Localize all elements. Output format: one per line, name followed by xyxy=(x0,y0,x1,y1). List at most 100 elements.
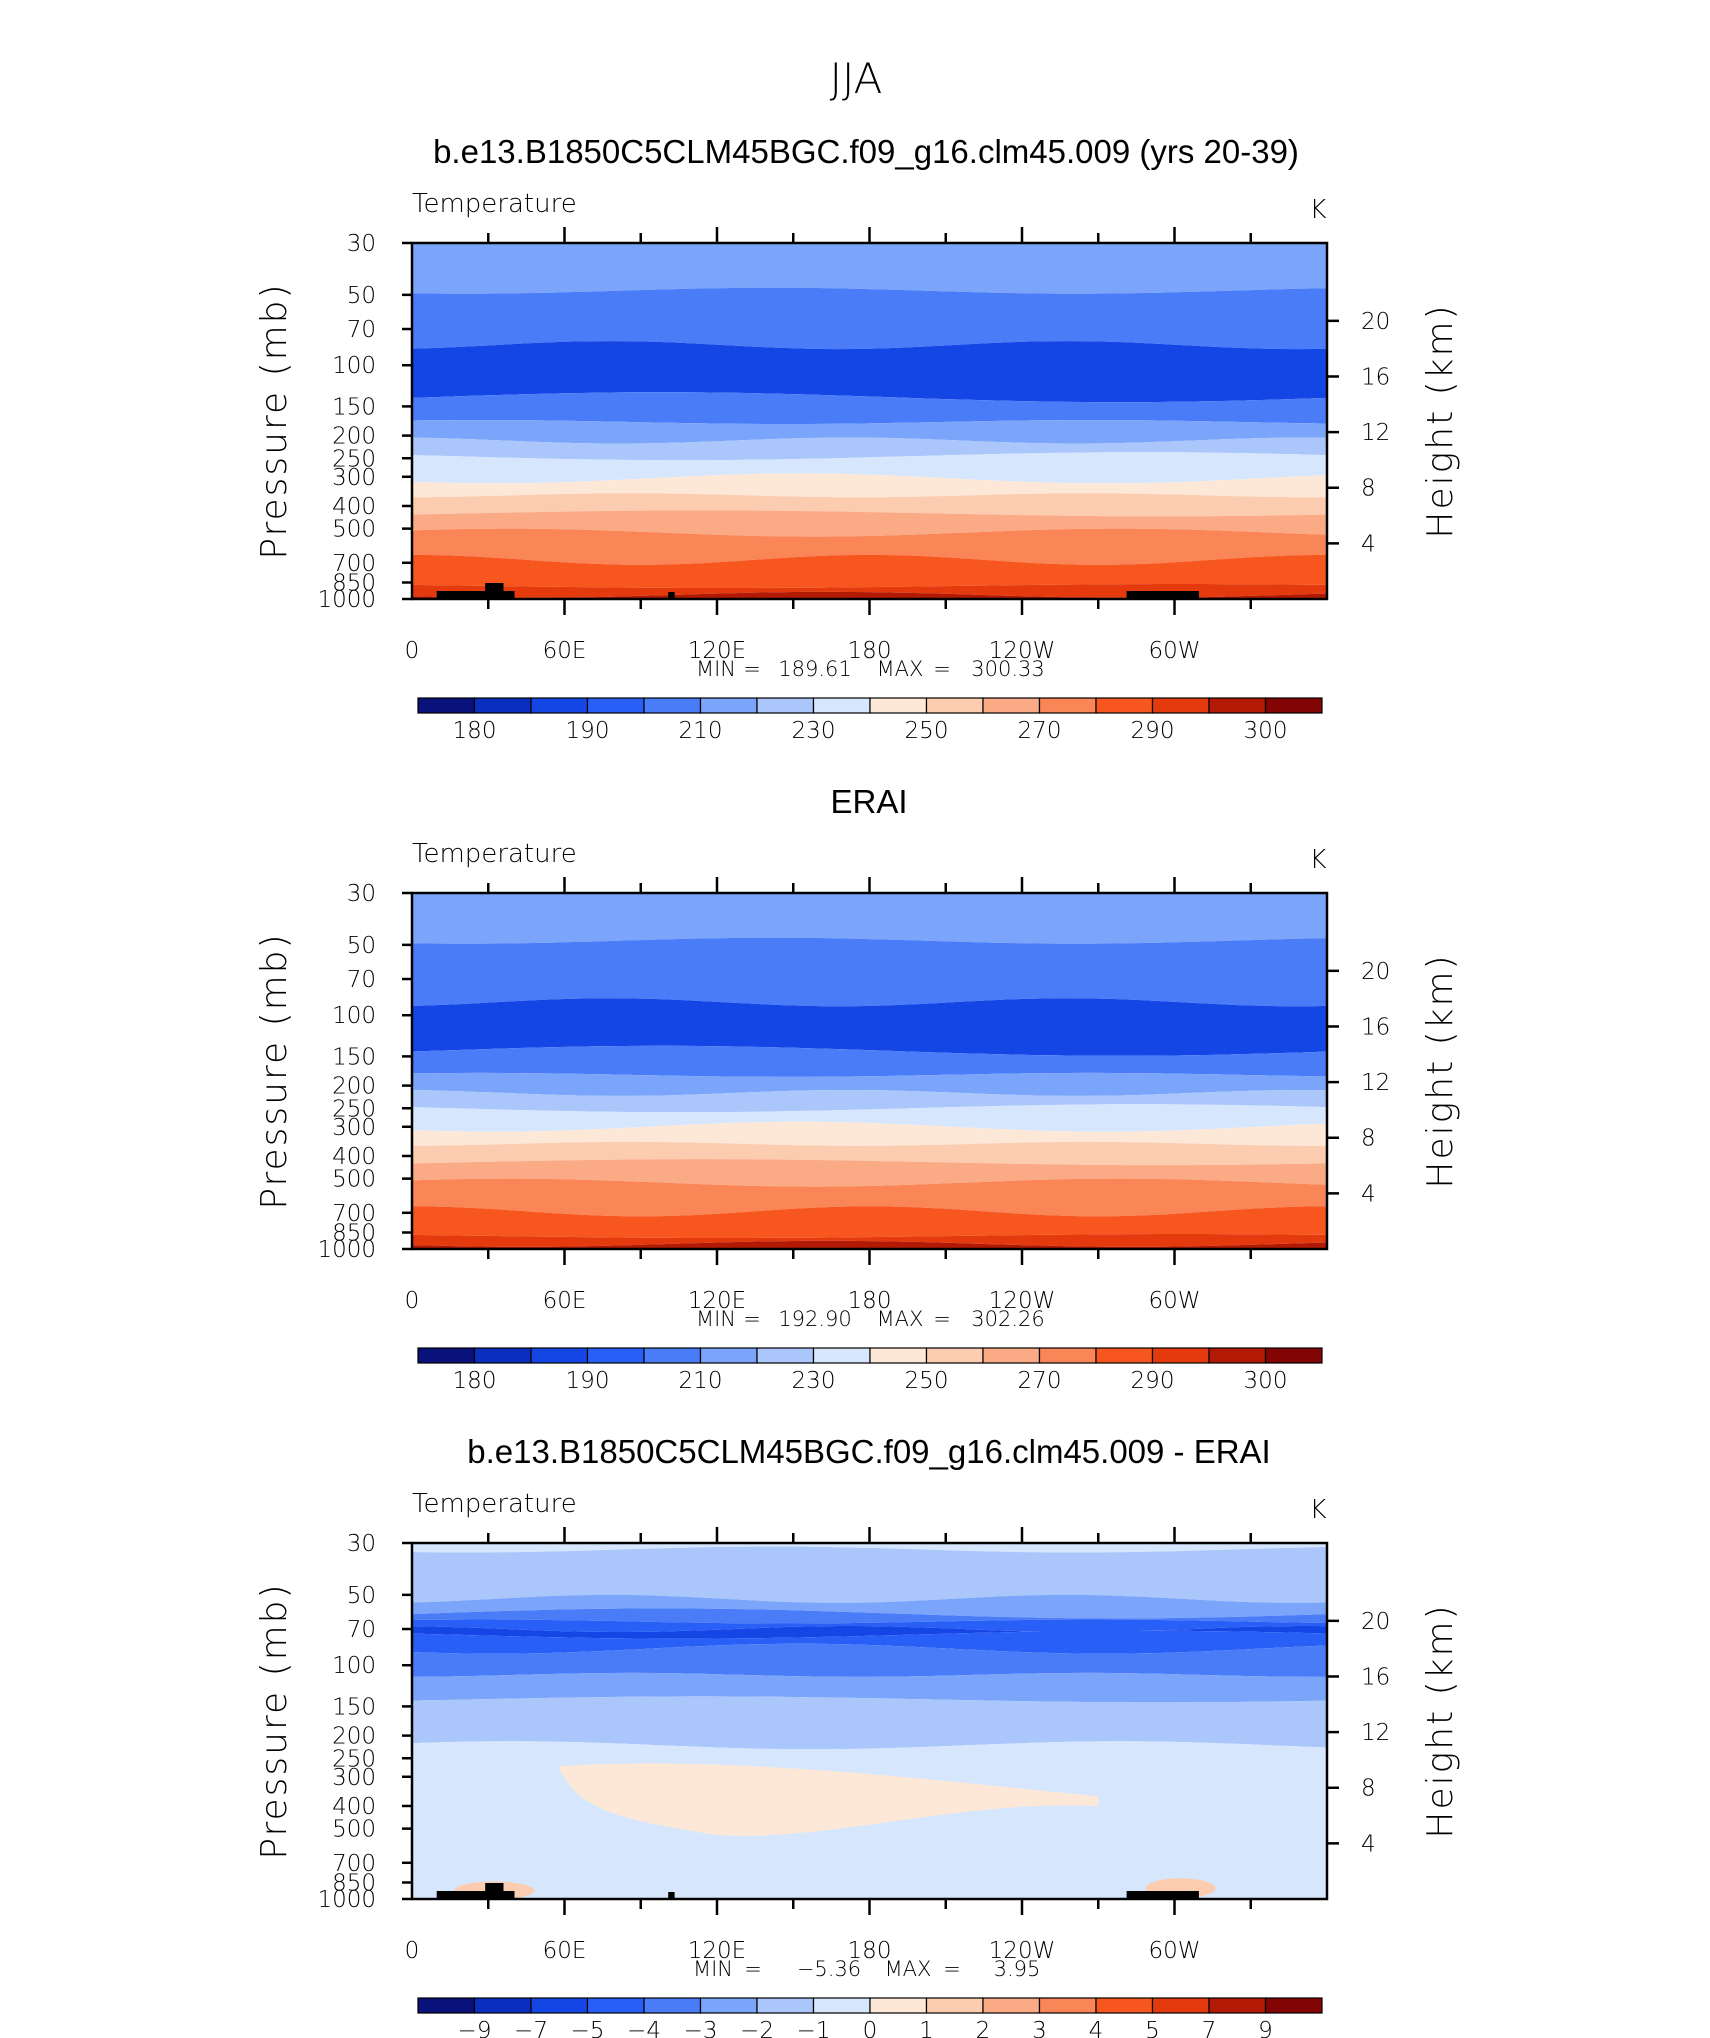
colorbar-swatch xyxy=(982,1347,1041,1364)
colorbar-label: 190 xyxy=(566,718,610,744)
y-tick-label: 70 xyxy=(347,317,376,343)
y2-tick-label: 16 xyxy=(1361,364,1390,390)
contour-band xyxy=(412,1543,1327,1553)
x-tick-label: 120W xyxy=(989,1938,1056,1964)
colorbar-label: 2 xyxy=(976,2018,991,2038)
colorbar-label: 230 xyxy=(792,718,836,744)
y-tick-label: 150 xyxy=(332,1044,376,1070)
y2-axis-label: Height (km) xyxy=(1420,953,1461,1188)
colorbar-label: −3 xyxy=(684,2018,718,2038)
colorbar-label: 290 xyxy=(1131,718,1175,744)
x-tick-label: 60W xyxy=(1148,1938,1200,1964)
y2-tick-label: 16 xyxy=(1361,1664,1390,1690)
y2-tick-label: 12 xyxy=(1361,1070,1390,1096)
panel-obs: ERAI Temperature K 0 60E 120E 180 120W 60W 30 5… xyxy=(254,783,1461,1394)
variable-label: Temperature xyxy=(412,1489,577,1519)
colorbar-swatch xyxy=(417,697,476,714)
topography-mask xyxy=(485,583,504,599)
colorbar: −9 −7 −5 −4 −3 −2 −1 0 1 2 3 4 5 7 9 xyxy=(417,1997,1323,2038)
y-tick-label: 1000 xyxy=(317,1887,376,1913)
contour-band xyxy=(412,998,1327,1056)
contour-band xyxy=(412,1546,1327,1603)
topography-mask xyxy=(668,1892,675,1899)
y-axis-label: Pressure (mb) xyxy=(254,1582,295,1859)
y-tick-label: 1000 xyxy=(317,587,376,613)
colorbar-swatch xyxy=(1208,1347,1267,1364)
max-value: 3.95 xyxy=(994,1957,1041,1981)
colorbar-swatch xyxy=(1151,1347,1210,1364)
y-tick-label: 100 xyxy=(332,1003,376,1029)
colorbar-label: 5 xyxy=(1145,2018,1160,2038)
colorbar-label: −2 xyxy=(740,2018,774,2038)
y-axis-label: Pressure (mb) xyxy=(254,282,295,559)
panel-difference: b.e13.B1850C5CLM45BGC.f09_g16.clm45.009 … xyxy=(254,1433,1461,2038)
units-label: K xyxy=(1309,195,1326,225)
y-tick-label: 200 xyxy=(332,424,376,450)
colorbar-swatch xyxy=(530,1997,589,2014)
topography-mask xyxy=(485,1883,504,1899)
colorbar-label: 210 xyxy=(679,1368,723,1394)
x-tick-label: 120E xyxy=(688,1938,746,1964)
y-tick-label: 250 xyxy=(332,446,376,472)
colorbar-label: 1 xyxy=(919,2018,934,2038)
topography-mask xyxy=(436,1891,515,1899)
min-value: −5.36 xyxy=(797,1957,861,1981)
contour-band xyxy=(412,473,1327,498)
topography-mask xyxy=(436,591,515,599)
y2-tick-label: 4 xyxy=(1361,1831,1376,1857)
max-value: 300.33 xyxy=(971,657,1044,681)
colorbar-swatch xyxy=(756,1997,815,2014)
colorbar-swatch xyxy=(1264,1347,1323,1364)
colorbar-label: −5 xyxy=(571,2018,605,2038)
min-label: MIN xyxy=(696,657,736,681)
min-value: 189.61 xyxy=(778,657,851,681)
min-eq: = xyxy=(744,1957,762,1981)
colorbar-swatch xyxy=(925,1347,984,1364)
colorbar-swatch xyxy=(473,1347,532,1364)
colorbar: 180 190 210 230 250 270 290 300 xyxy=(417,697,1323,744)
y-tick-label: 500 xyxy=(332,1817,376,1843)
colorbar-label: −1 xyxy=(797,2018,831,2038)
colorbar-label: 190 xyxy=(566,1368,610,1394)
contour-band xyxy=(412,1141,1327,1166)
colorbar-label: 4 xyxy=(1089,2018,1104,2038)
min-eq: = xyxy=(743,657,761,681)
contour-band xyxy=(412,1619,1327,1632)
colorbar-label: 7 xyxy=(1202,2018,1217,2038)
max-eq: = xyxy=(943,1957,961,1981)
colorbar-swatch xyxy=(1151,1997,1210,2014)
colorbar-label: −9 xyxy=(458,2018,492,2038)
x-tick-label: 120W xyxy=(989,638,1056,664)
colorbar-label: 270 xyxy=(1018,1368,1062,1394)
y-tick-label: 300 xyxy=(332,465,376,491)
y-tick-label: 70 xyxy=(347,1617,376,1643)
contour-band xyxy=(412,893,1327,944)
colorbar-swatch xyxy=(417,1347,476,1364)
max-label: MAX xyxy=(877,657,924,681)
contour-band xyxy=(412,1594,1327,1619)
colorbar-swatch xyxy=(699,697,758,714)
x-tick-label: 0 xyxy=(405,638,420,664)
panel-model: b.e13.B1850C5CLM45BGC.f09_g16.clm45.009 … xyxy=(254,133,1461,744)
x-tick-label: 180 xyxy=(848,1288,892,1314)
contour-band xyxy=(412,1234,1327,1247)
y2-tick-label: 4 xyxy=(1361,531,1376,557)
colorbar-swatch xyxy=(1264,697,1323,714)
contour-band xyxy=(412,937,1327,1007)
colorbar-swatch xyxy=(1038,697,1097,714)
colorbar-swatch xyxy=(1264,1997,1323,2014)
colorbar-label: −7 xyxy=(514,2018,548,2038)
colorbar-label: −4 xyxy=(627,2018,661,2038)
y-tick-label: 250 xyxy=(332,1746,376,1772)
max-value: 302.26 xyxy=(971,1307,1044,1331)
contour-band xyxy=(412,287,1327,350)
variable-label: Temperature xyxy=(412,189,577,219)
colorbar-swatch xyxy=(756,1347,815,1364)
y-tick-label: 200 xyxy=(332,1724,376,1750)
y-tick-label: 50 xyxy=(347,1583,376,1609)
panel-title: ERAI xyxy=(830,783,907,820)
x-tick-label: 120W xyxy=(989,1288,1056,1314)
x-tick-label: 60W xyxy=(1148,1288,1200,1314)
contour-band xyxy=(412,1090,1327,1113)
